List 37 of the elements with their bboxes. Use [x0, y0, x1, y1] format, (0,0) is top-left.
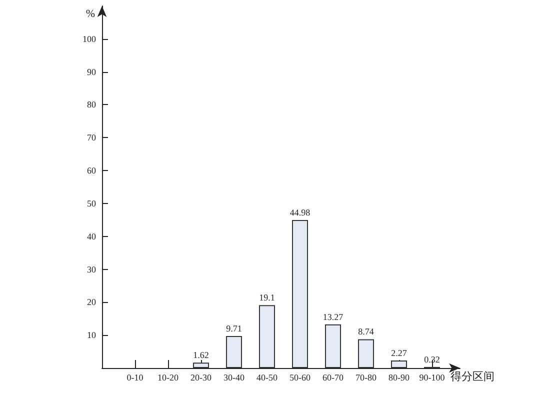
x-tick-label: 0-10	[126, 372, 144, 382]
data-label: 1.62	[193, 350, 209, 360]
y-tick-label: 100	[82, 34, 96, 44]
data-label: 44.98	[290, 207, 311, 218]
bar	[226, 336, 242, 368]
y-tick-label: 80	[87, 100, 96, 110]
data-label: 19.1	[259, 292, 275, 303]
y-tick-label: 30	[87, 264, 96, 274]
x-tick-label: 30-40	[224, 372, 245, 382]
y-tick-label: 90	[87, 66, 96, 77]
y-tick-label: 10	[87, 330, 96, 340]
y-tick-label: 20	[87, 297, 96, 308]
bar	[292, 220, 308, 368]
bar	[325, 324, 341, 368]
data-label: 0.32	[424, 354, 440, 364]
x-axis-title: 得分区间	[450, 370, 495, 383]
x-tick-label: 10-20	[158, 372, 179, 382]
x-tick-label: 60-70	[322, 372, 344, 382]
y-tick-label: 60	[87, 166, 96, 176]
data-label: 8.74	[358, 326, 374, 337]
y-axis-title: %	[86, 8, 95, 20]
bar	[358, 339, 374, 368]
y-tick-label: 70	[87, 132, 96, 143]
data-label: 9.71	[226, 324, 242, 334]
x-tick-label: 70-80	[356, 372, 377, 382]
x-tick-label: 90-100	[419, 372, 446, 382]
bar	[391, 360, 407, 368]
x-tick-label: 40-50	[256, 372, 278, 382]
data-label: 13.27	[322, 312, 344, 322]
x-tick-label: 20-30	[190, 372, 212, 382]
bar	[193, 362, 209, 368]
y-tick-label: 40	[87, 231, 96, 242]
x-tick-label: 50-60	[290, 372, 311, 382]
x-tick-label: 80-90	[388, 372, 410, 382]
data-label: 2.27	[391, 348, 408, 358]
y-tick-label: 50	[87, 198, 96, 208]
bar	[259, 305, 275, 368]
